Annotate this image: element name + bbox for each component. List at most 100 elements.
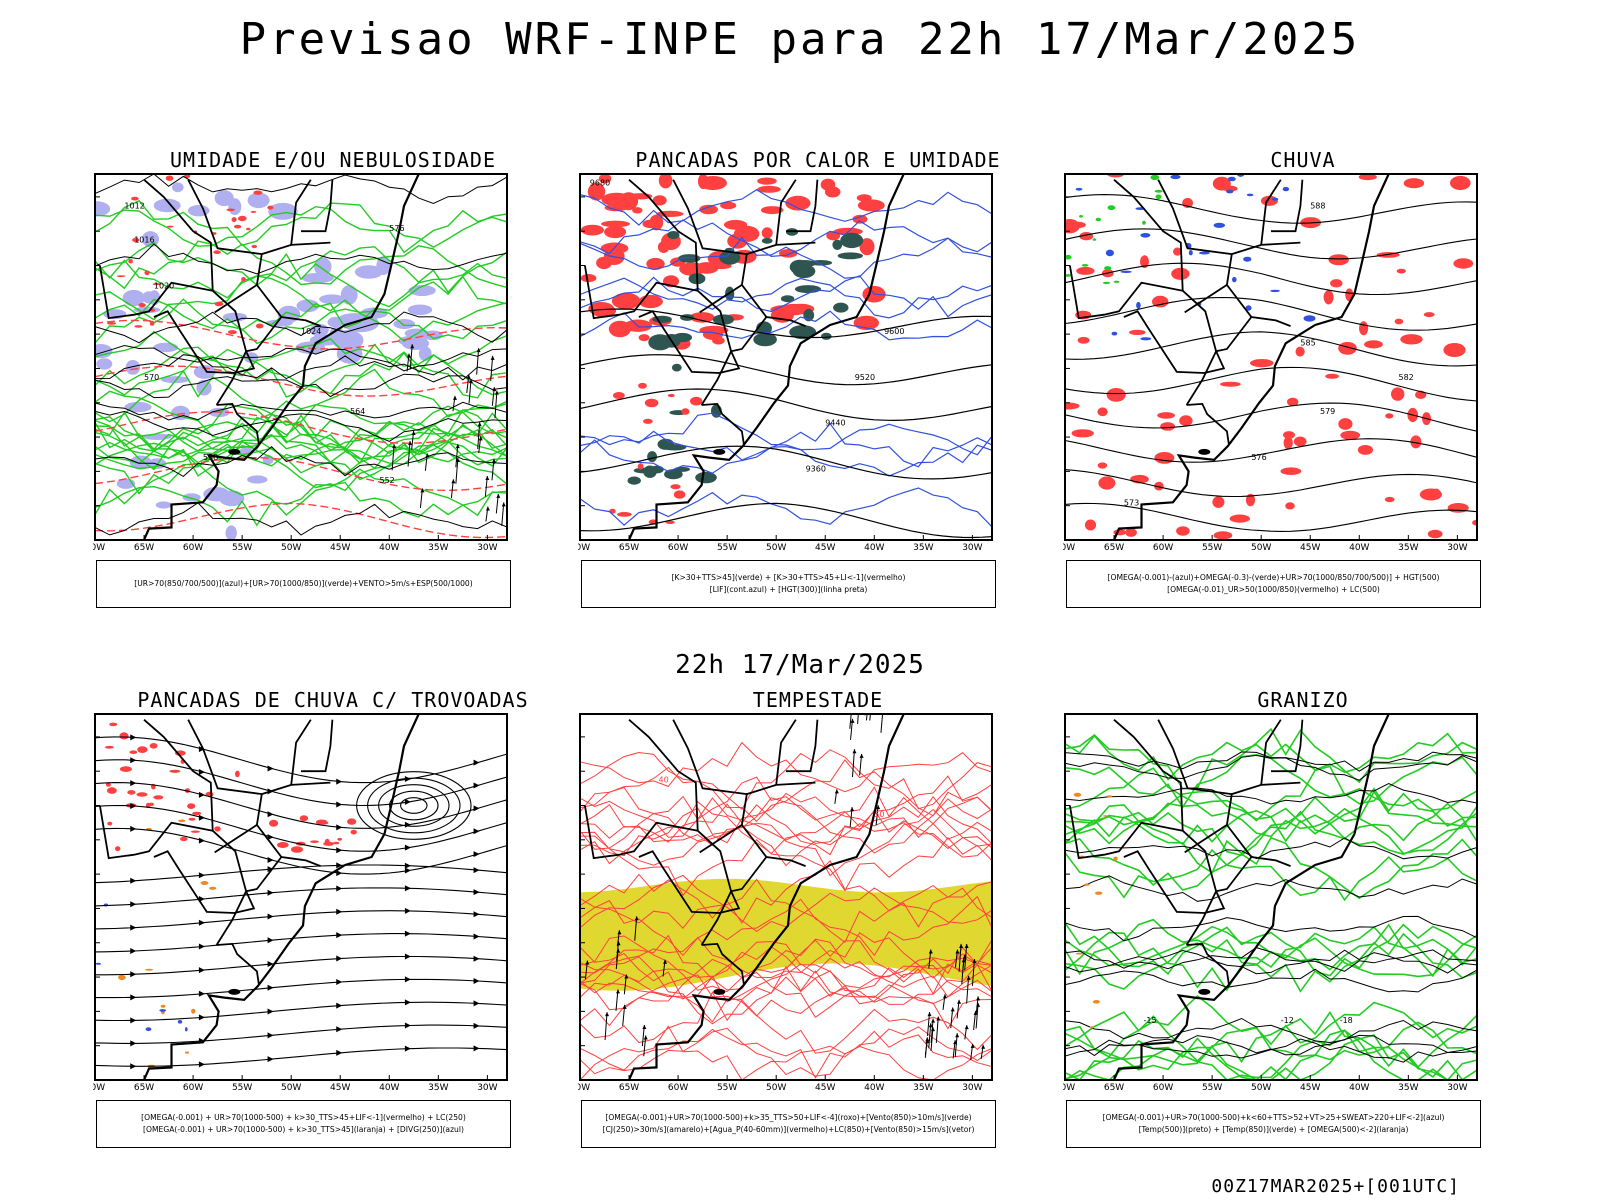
legend-line: [CJ(250)>30m/s](amarelo)+[Agua_P(40-60mm… [602,1125,975,1134]
height-contours [1065,194,1477,532]
legend-line: [OMEGA(-0.001)+UR>70(1000-500)+k<60+TTS>… [1102,1113,1445,1122]
lon-tick-label: 30W [477,1083,497,1093]
lon-tick-label: 55W [1202,1083,1222,1093]
panel-title: TEMPESTADE [752,688,884,712]
lon-tick-label: 70W [578,543,590,553]
lon-tick-label: 35W [913,543,933,553]
lon-tick-label: 45W [330,1083,350,1093]
contour-label: 573 [1124,499,1139,508]
lon-tick-label: 70W [1063,543,1075,553]
contour-lines [1065,751,1477,1063]
lon-tick-label: 55W [717,1083,737,1093]
lon-tick-label: 30W [1447,543,1467,553]
shaded-region [1073,792,1118,1029]
lon-tick-label: 70W [1063,1083,1075,1093]
lon-tick-label: 35W [428,543,448,553]
contour-label: 1020 [154,281,174,290]
contour-label: -12 [1281,1016,1294,1025]
wind-vectors [391,344,506,526]
lon-tick-label: 50W [766,1083,786,1093]
political-borders [584,174,905,540]
lon-tick-label: 30W [962,1083,982,1093]
contour-label: 50 [874,810,884,819]
panel-legend: [K>30+TTS>45](verde) + [K>30+TTS>45+LI<-… [581,560,996,608]
panel-legend: [OMEGA(-0.001)+UR>70(1000-500)+k>35_TTS>… [581,1100,996,1148]
panel-title: PANCADAS DE CHUVA C/ TROVOADAS [137,688,529,712]
lon-tick-label: 60W [668,1083,688,1093]
map-frame [94,173,508,541]
lon-tick-label: 70W [93,1083,105,1093]
legend-line: [OMEGA(-0.01)_UR>50(1000/850)(vermelho) … [1167,585,1380,594]
lon-tick-label: 60W [183,1083,203,1093]
contour-label: 552 [380,476,395,485]
panel-title: UMIDADE E/OU NEBULOSIDADE [169,148,497,172]
lon-tick-label: 45W [815,543,835,553]
panel-title: GRANIZO [1257,688,1349,712]
forecast-map: 101210161020102457057656455855212S15S18S… [93,173,508,553]
shaded-region [104,722,240,852]
contour-label: -15 [1144,1016,1157,1025]
panel-pancadas-calor: PANCADAS POR CALOR E UMIDADE 9680 9600 952… [578,148,1058,638]
lon-tick-label: 40W [864,1083,884,1093]
map-frame [579,713,993,1081]
legend-line: [OMEGA(-0.001)+UR>70(1000-500)+k>35_TTS>… [605,1113,972,1122]
lon-tick-label: 40W [864,543,884,553]
political-borders [1069,714,1390,1080]
political-borders [584,714,905,1080]
legend-line: [UR>70(850/700/500)](azul)+[UR>70(1000/8… [134,579,473,588]
legend-line: [OMEGA(-0.001) + UR>70(1000-500) + k>30_… [141,1113,466,1122]
panel-legend: [OMEGA(-0.001) + UR>70(1000-500) + k>30_… [96,1100,511,1148]
lon-tick-label: 65W [1104,543,1124,553]
lon-tick-label: 40W [1349,543,1369,553]
panel-title: CHUVA [1270,148,1336,172]
map-frame [94,713,508,1081]
forecast-map: 58858558257957657312S15S18S21S24S27S30S3… [1063,173,1478,553]
lon-tick-label: 35W [1398,1083,1418,1093]
map-content: 588 585 582 579 576 573 [1065,174,1477,540]
wind-vectors [584,916,668,1057]
lon-tick-label: 40W [379,543,399,553]
forecast-map: 405012S15S18S21S24S27S30S33S36S39S42S70W… [578,713,993,1093]
height-contours [580,308,992,539]
lon-tick-label: 60W [1153,1083,1173,1093]
lon-tick-label: 55W [1202,543,1222,553]
lon-tick-label: 50W [766,543,786,553]
lon-tick-label: 30W [1447,1083,1467,1093]
lon-tick-label: 40W [1349,1083,1369,1093]
lon-tick-label: 50W [1251,543,1271,553]
map-content [95,714,507,1080]
lon-tick-label: 45W [1300,1083,1320,1093]
legend-line: [OMEGA(-0.001) + UR>70(1000-500) + k>30_… [143,1125,464,1134]
contour-lines [580,741,992,1080]
shaded-region [1075,174,1316,341]
panel-legend: [OMEGA(-0.001)-(azul)+OMEGA(-0.3)-(verde… [1066,560,1481,608]
panel-title: PANCADAS POR CALOR E UMIDADE [635,148,1001,172]
lon-tick-label: 35W [428,1083,448,1093]
map-frame [1064,713,1478,1081]
panel-legend: [OMEGA(-0.001)+UR>70(1000-500)+k<60+TTS>… [1066,1100,1481,1148]
forecast-map: -15-12-1812S15S18S21S24S27S30S33S36S39S4… [1063,713,1478,1093]
lon-tick-label: 65W [619,1083,639,1093]
contour-label: 9520 [855,373,875,382]
lon-tick-label: 35W [913,1083,933,1093]
lon-tick-label: 65W [1104,1083,1124,1093]
map-frame [1064,173,1478,541]
lon-tick-label: 70W [93,543,105,553]
lon-tick-label: 30W [962,543,982,553]
legend-line: [Temp(500)](preto) + [Temp(850)](verde) … [1138,1125,1409,1134]
shaded-region [609,382,703,525]
forecast-map: 9680960095209440936012S15S18S21S24S27S30… [578,173,993,553]
panel-umidade: UMIDADE E/OU NEBULOSIDADE 1012 1016 1020 10… [93,148,573,638]
contour-label: -18 [1340,1016,1353,1025]
contour-label: 9360 [806,464,826,473]
map-content: -15 -12 -18 [1065,714,1477,1080]
contour-label: 570 [144,373,159,382]
panel-trovoadas: PANCADAS DE CHUVA C/ TROVOADAS 12S15S18S… [93,688,573,1178]
contour-lines [1065,727,1477,1080]
lon-tick-label: 65W [134,543,154,553]
lon-tick-label: 30W [477,543,497,553]
contour-label: 1012 [124,201,144,210]
contour-label: 579 [1320,407,1335,416]
political-borders [1069,174,1390,540]
